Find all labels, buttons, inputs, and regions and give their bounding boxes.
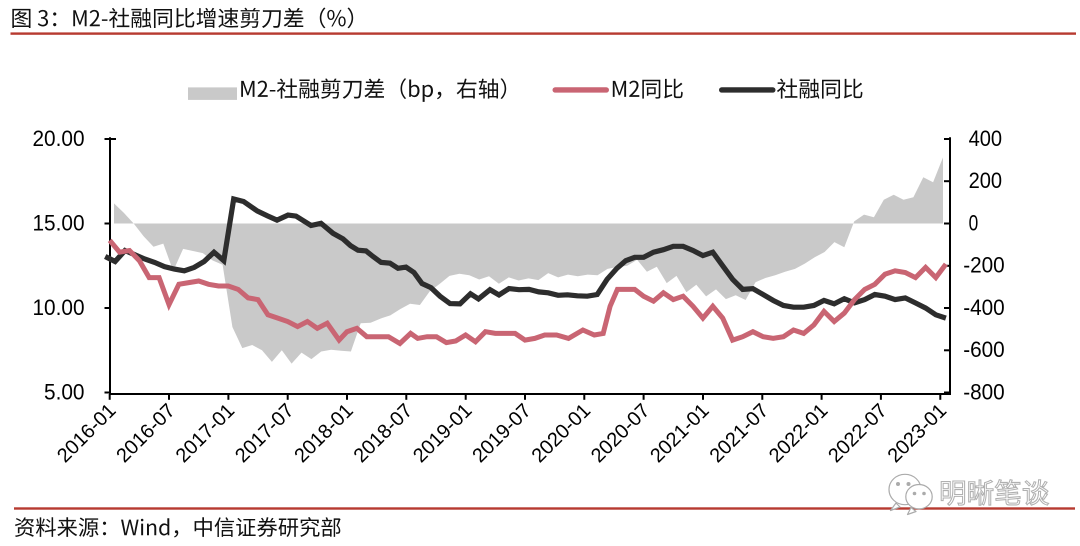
svg-text:0: 0: [969, 210, 979, 235]
svg-text:5.00: 5.00: [44, 379, 85, 404]
svg-text:200: 200: [969, 168, 1003, 193]
svg-text:-400: -400: [963, 295, 1005, 320]
svg-text:-600: -600: [963, 337, 1005, 362]
svg-text:-800: -800: [963, 379, 1005, 404]
svg-text:10.00: 10.00: [33, 295, 85, 320]
svg-text:15.00: 15.00: [33, 210, 85, 235]
svg-text:400: 400: [969, 126, 1003, 151]
svg-text:-200: -200: [963, 253, 1005, 278]
svg-text:20.00: 20.00: [33, 126, 85, 151]
